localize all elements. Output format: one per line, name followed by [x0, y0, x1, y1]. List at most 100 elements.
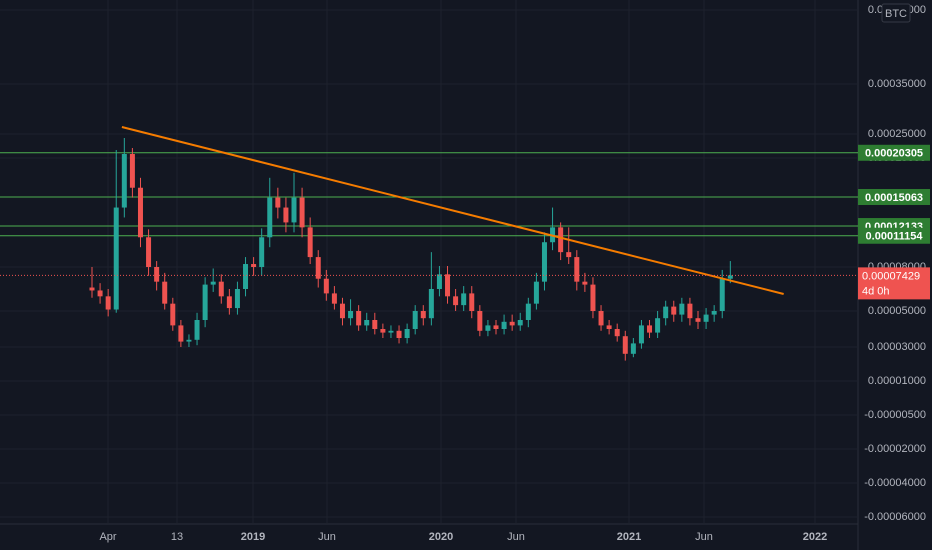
- candle-body: [493, 325, 499, 329]
- candle-body: [243, 264, 249, 289]
- candle-body: [356, 311, 362, 326]
- candle-body: [396, 330, 402, 338]
- candle-body: [129, 154, 135, 188]
- candle-body: [210, 281, 216, 285]
- x-tick-label: 13: [171, 531, 183, 543]
- candle-body: [517, 320, 523, 326]
- candle-body: [719, 278, 725, 311]
- trendline: [121, 126, 784, 295]
- candle-body: [655, 318, 661, 333]
- candle-body: [630, 343, 636, 354]
- candle-body: [154, 267, 160, 282]
- candle-body: [695, 318, 701, 322]
- y-tick-label: -0.00002000: [864, 443, 926, 455]
- candle-body: [283, 207, 289, 223]
- candle-body: [315, 257, 321, 279]
- x-tick-label: Jun: [318, 531, 336, 543]
- candle-body: [663, 306, 669, 319]
- candle-body: [275, 197, 281, 208]
- candle-body: [170, 303, 176, 326]
- candle-body: [348, 311, 354, 319]
- candle-body: [186, 339, 192, 342]
- y-tick-label: 0.00001000: [868, 375, 926, 387]
- candle-body: [89, 287, 95, 291]
- candle-body: [388, 330, 394, 333]
- last-price-tag: [858, 267, 930, 300]
- candle-body: [622, 336, 628, 354]
- candle-body: [501, 321, 507, 329]
- candle-body: [687, 303, 693, 319]
- candle-body: [178, 325, 184, 342]
- candle-body: [234, 289, 240, 309]
- candle-body: [533, 281, 539, 304]
- candle-body: [711, 311, 717, 315]
- candle-body: [671, 306, 677, 315]
- candle-body: [364, 320, 370, 326]
- candle-body: [574, 257, 580, 282]
- level-tag: [858, 189, 930, 206]
- level-tag: [858, 227, 930, 244]
- candle-body: [97, 290, 103, 297]
- candle-body: [590, 284, 596, 311]
- candle-body: [727, 275, 733, 279]
- candle-body: [436, 274, 442, 289]
- x-tick-label: 2022: [803, 531, 827, 543]
- candle-body: [404, 329, 410, 338]
- candle-body: [679, 303, 685, 315]
- candle-body: [703, 314, 709, 322]
- x-tick-label: 2021: [617, 531, 641, 543]
- y-tick-label: 0.00025000: [868, 128, 926, 140]
- x-tick-label: 2020: [429, 531, 453, 543]
- candle-body: [202, 284, 208, 320]
- y-tick-label: 0.00035000: [868, 78, 926, 90]
- candle-body: [218, 281, 224, 297]
- candle-body: [453, 296, 459, 306]
- candle-body: [525, 303, 531, 320]
- candle-body: [461, 293, 467, 306]
- candle-body: [477, 311, 483, 331]
- candle-body: [566, 252, 572, 258]
- candle-body: [291, 197, 297, 223]
- x-tick-label: Apr: [99, 531, 116, 543]
- level-tag: [858, 144, 930, 161]
- candle-body: [146, 237, 152, 267]
- candle-body: [323, 278, 329, 294]
- candle-body: [162, 281, 168, 304]
- candle-body: [194, 320, 200, 340]
- candle-body: [105, 296, 111, 310]
- candle-body: [267, 197, 273, 238]
- countdown-label: 4d 0h: [862, 285, 890, 297]
- currency-label: BTC: [885, 8, 907, 20]
- last-price-label: 0.00007429: [862, 270, 920, 282]
- candle-body: [469, 293, 475, 311]
- candle-body: [339, 303, 345, 319]
- y-tick-label: -0.00006000: [864, 511, 926, 523]
- candle-body: [485, 325, 491, 331]
- level-label: 0.00020305: [865, 148, 923, 160]
- level-label: 0.00015063: [865, 192, 923, 204]
- candle-body: [582, 281, 588, 285]
- candle-body: [428, 289, 434, 319]
- y-tick-label: 0.00005000: [868, 305, 926, 317]
- candle-body: [113, 207, 119, 310]
- candle-body: [380, 329, 386, 333]
- x-tick-label: Jun: [695, 531, 713, 543]
- candle-body: [558, 227, 564, 253]
- candle-body: [598, 311, 604, 326]
- candle-body: [647, 325, 653, 333]
- candle-body: [226, 296, 232, 309]
- candle-body: [372, 320, 378, 329]
- candle-body: [606, 325, 612, 329]
- x-tick-label: 2019: [241, 531, 265, 543]
- currency-badge[interactable]: [881, 3, 911, 23]
- candle-body: [420, 311, 426, 319]
- candle-body: [412, 311, 418, 329]
- candle-body: [614, 329, 620, 337]
- candle-body: [299, 197, 305, 228]
- x-tick-label: Jun: [507, 531, 525, 543]
- level-label: 0.00011154: [866, 231, 924, 243]
- y-tick-label: 0.00003000: [868, 341, 926, 353]
- candle-body: [638, 325, 644, 344]
